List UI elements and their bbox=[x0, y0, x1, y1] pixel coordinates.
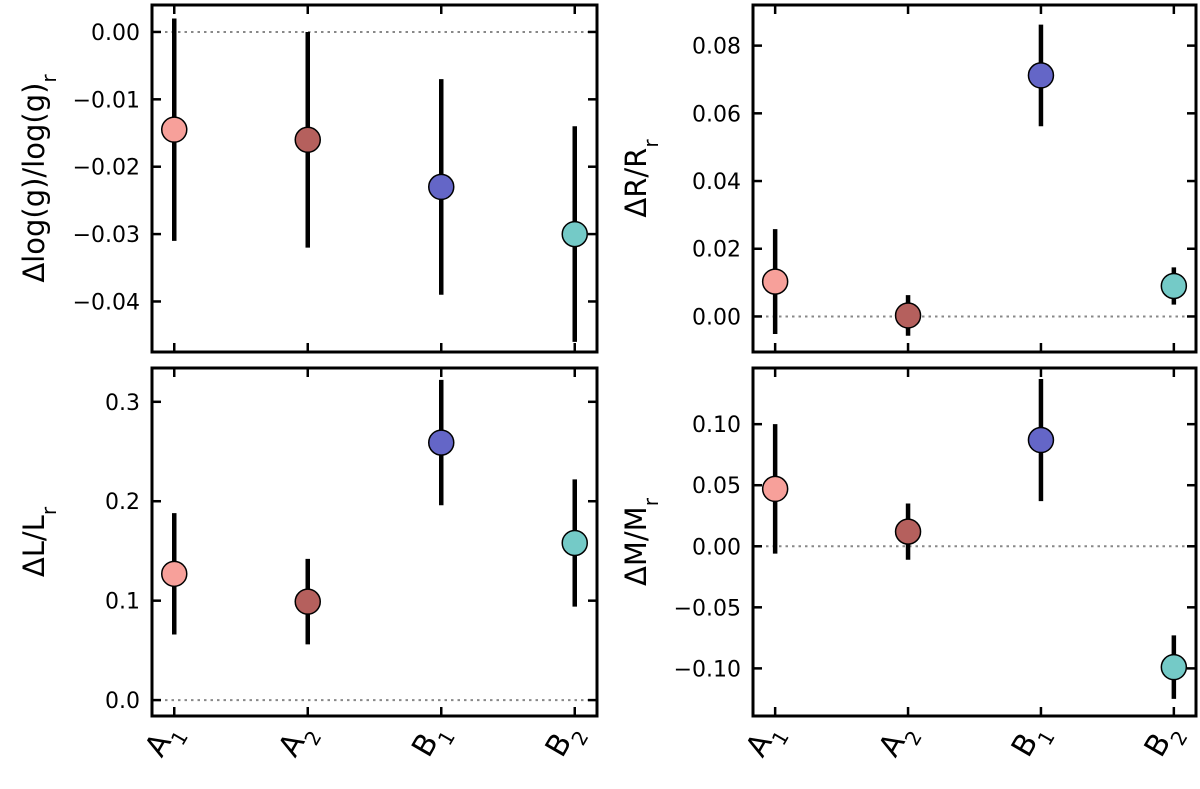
data-point bbox=[428, 429, 455, 456]
y-axis-label: ΔL/Lr bbox=[17, 506, 61, 577]
data-point bbox=[761, 475, 789, 503]
y-axis-label: Δlog(g)/log(g)r bbox=[17, 74, 61, 283]
y-tick-label: 0.06 bbox=[692, 102, 741, 127]
y-tick-label: 0.08 bbox=[692, 35, 741, 60]
y-tick-label: 0.0 bbox=[105, 689, 140, 714]
data-point bbox=[894, 518, 922, 545]
panel-bottom-right: 0.10 0.05 0.00 −0.05 −0.10 ΔM/Mr A1 A2 B1 B2 bbox=[619, 366, 1198, 768]
y-tick-label: 0.02 bbox=[692, 238, 741, 263]
data-point bbox=[161, 116, 188, 143]
x-tick-label: A1 bbox=[739, 717, 794, 768]
data-point bbox=[561, 220, 588, 248]
x-tick-label: B2 bbox=[539, 717, 594, 768]
y-tick-label: −0.05 bbox=[674, 596, 741, 621]
y-tick-label: 0.2 bbox=[105, 490, 140, 515]
data-point bbox=[1160, 272, 1188, 300]
y-tick-label: 0.04 bbox=[692, 170, 741, 195]
y-axis-label: ΔM/Mr bbox=[619, 497, 663, 586]
panel-top-right: 0.00 0.02 0.04 0.06 0.08 ΔR/Rr bbox=[619, 3, 1198, 354]
panel-top-left: 0.00 −0.01 −0.02 −0.03 −0.04 Δlog(g)/log(g)r bbox=[17, 3, 599, 354]
y-tick-label: 0.3 bbox=[105, 391, 140, 416]
y-tick-label: 0.10 bbox=[692, 413, 741, 438]
y-tick-label: −0.03 bbox=[73, 223, 140, 248]
y-axis-label: ΔR/Rr bbox=[619, 139, 663, 218]
y-tick-label: −0.04 bbox=[73, 290, 140, 315]
x-tick-label: A1 bbox=[138, 717, 193, 768]
data-point bbox=[1027, 62, 1055, 89]
x-tick-label: A2 bbox=[872, 717, 927, 768]
data-point bbox=[161, 560, 188, 588]
data-point bbox=[894, 302, 922, 329]
y-tick-label: −0.01 bbox=[73, 88, 140, 113]
axes-frame bbox=[150, 3, 599, 354]
y-tick-label: 0.1 bbox=[105, 590, 140, 615]
y-tick-label: −0.10 bbox=[674, 657, 741, 682]
x-tick-label: B1 bbox=[405, 717, 460, 768]
y-tick-label: 0.00 bbox=[692, 305, 741, 330]
x-tick-label: A2 bbox=[272, 717, 327, 768]
y-tick-label: 0.00 bbox=[692, 535, 741, 560]
data-point bbox=[561, 529, 588, 557]
data-point bbox=[761, 268, 789, 295]
y-tick-label: 0.00 bbox=[91, 21, 140, 46]
y-tick-label: −0.02 bbox=[73, 156, 140, 181]
data-point bbox=[294, 126, 321, 154]
axes-frame bbox=[751, 366, 1198, 718]
panel-bottom-left: 0.0 0.1 0.2 0.3 ΔL/Lr A1 A2 B1 B2 bbox=[17, 366, 599, 768]
data-point bbox=[294, 588, 321, 615]
x-tick-label: B2 bbox=[1138, 717, 1193, 768]
data-point bbox=[428, 173, 455, 201]
data-point bbox=[1027, 426, 1055, 454]
y-tick-label: 0.05 bbox=[692, 474, 741, 499]
x-tick-label: B1 bbox=[1005, 717, 1060, 768]
data-point bbox=[1160, 653, 1188, 681]
axes-frame bbox=[751, 3, 1198, 354]
axes-frame bbox=[150, 366, 599, 718]
